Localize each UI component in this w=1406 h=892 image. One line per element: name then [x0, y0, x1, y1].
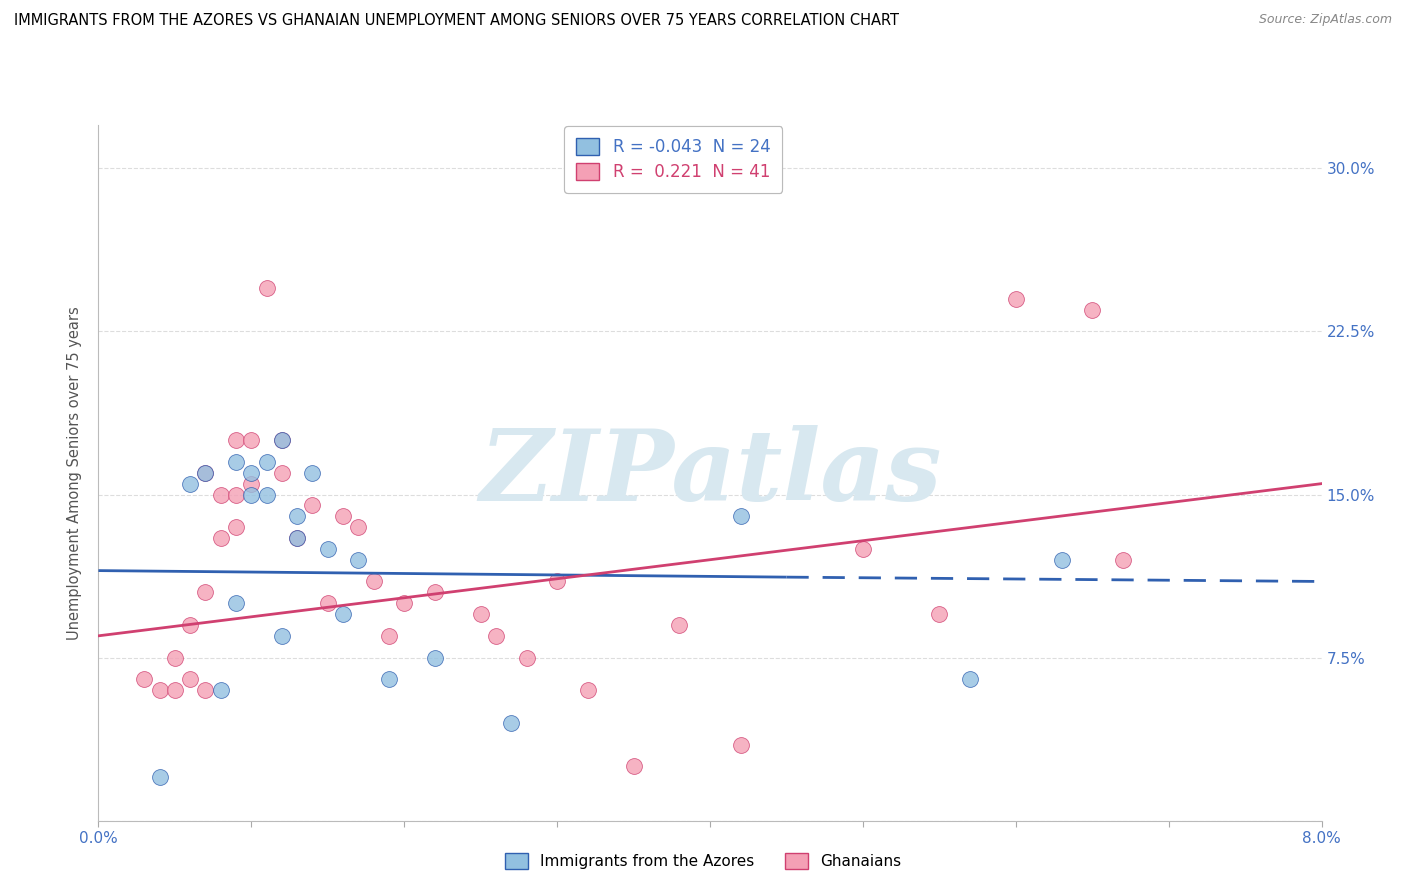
- Point: [470, 607, 492, 621]
- Point: [285, 531, 308, 545]
- Point: [256, 455, 278, 469]
- Point: [363, 574, 385, 589]
- Point: [423, 650, 446, 665]
- Point: [240, 433, 263, 447]
- Point: [225, 520, 247, 534]
- Point: [1081, 302, 1104, 317]
- Point: [1112, 552, 1135, 567]
- Point: [194, 466, 217, 480]
- Point: [1004, 292, 1026, 306]
- Point: [256, 281, 278, 295]
- Point: [225, 455, 247, 469]
- Legend: R = -0.043  N = 24, R =  0.221  N = 41: R = -0.043 N = 24, R = 0.221 N = 41: [564, 127, 782, 193]
- Point: [378, 629, 401, 643]
- Point: [730, 509, 752, 524]
- Point: [852, 541, 875, 556]
- Point: [730, 738, 752, 752]
- Point: [485, 629, 508, 643]
- Point: [301, 499, 323, 513]
- Point: [225, 487, 247, 501]
- Text: ZIPatlas: ZIPatlas: [479, 425, 941, 521]
- Point: [576, 683, 599, 698]
- Point: [378, 673, 401, 687]
- Point: [270, 433, 294, 447]
- Point: [316, 541, 339, 556]
- Point: [623, 759, 645, 773]
- Point: [959, 673, 981, 687]
- Point: [179, 476, 201, 491]
- Point: [928, 607, 950, 621]
- Point: [285, 509, 308, 524]
- Point: [209, 487, 232, 501]
- Point: [209, 531, 232, 545]
- Point: [423, 585, 446, 599]
- Point: [149, 770, 172, 784]
- Point: [516, 650, 538, 665]
- Point: [1050, 552, 1073, 567]
- Text: Source: ZipAtlas.com: Source: ZipAtlas.com: [1258, 13, 1392, 27]
- Point: [209, 683, 232, 698]
- Point: [332, 607, 354, 621]
- Point: [392, 596, 416, 610]
- Point: [668, 618, 690, 632]
- Point: [347, 552, 370, 567]
- Point: [194, 585, 217, 599]
- Point: [256, 487, 278, 501]
- Point: [285, 531, 308, 545]
- Point: [546, 574, 568, 589]
- Point: [332, 509, 354, 524]
- Point: [194, 683, 217, 698]
- Point: [301, 466, 323, 480]
- Point: [149, 683, 172, 698]
- Point: [163, 683, 186, 698]
- Point: [179, 673, 201, 687]
- Point: [270, 466, 294, 480]
- Point: [270, 629, 294, 643]
- Point: [134, 673, 156, 687]
- Point: [179, 618, 201, 632]
- Point: [240, 476, 263, 491]
- Legend: Immigrants from the Azores, Ghanaians: Immigrants from the Azores, Ghanaians: [499, 847, 907, 875]
- Text: IMMIGRANTS FROM THE AZORES VS GHANAIAN UNEMPLOYMENT AMONG SENIORS OVER 75 YEARS : IMMIGRANTS FROM THE AZORES VS GHANAIAN U…: [14, 13, 898, 29]
- Point: [347, 520, 370, 534]
- Point: [501, 715, 523, 730]
- Point: [194, 466, 217, 480]
- Point: [225, 596, 247, 610]
- Point: [316, 596, 339, 610]
- Point: [270, 433, 294, 447]
- Point: [240, 487, 263, 501]
- Y-axis label: Unemployment Among Seniors over 75 years: Unemployment Among Seniors over 75 years: [67, 306, 83, 640]
- Point: [163, 650, 186, 665]
- Point: [225, 433, 247, 447]
- Point: [240, 466, 263, 480]
